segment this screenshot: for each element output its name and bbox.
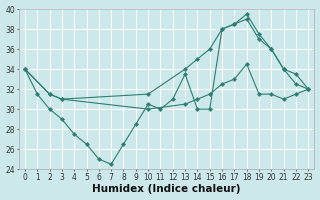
- X-axis label: Humidex (Indice chaleur): Humidex (Indice chaleur): [92, 184, 241, 194]
